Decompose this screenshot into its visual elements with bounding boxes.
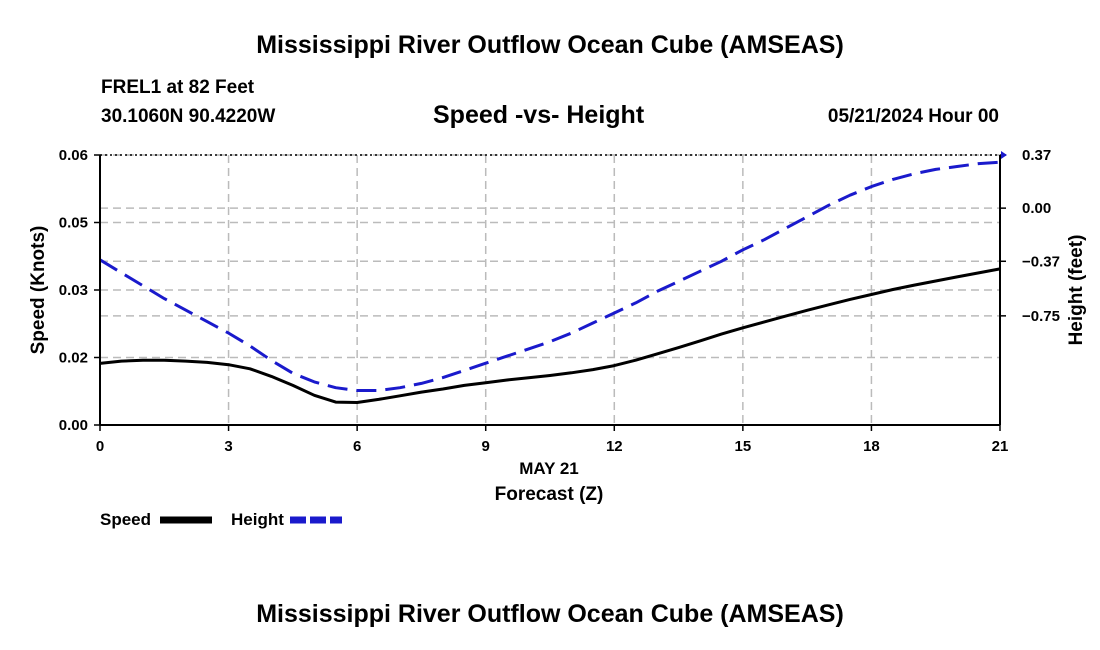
right-axis-marker (1001, 151, 1007, 159)
x-tick-label: 0 (96, 438, 104, 455)
y-tick-label: 0.00 (59, 417, 88, 434)
y-tick-label: 0.03 (59, 282, 88, 299)
chart-title-bottom: Mississippi River Outflow Ocean Cube (AM… (256, 600, 844, 628)
y-tick-label: 0.02 (59, 350, 88, 367)
y-axis-label: Speed (Knots) (28, 226, 49, 355)
station-label: FREL1 at 82 Feet (101, 77, 255, 98)
x-tick-label: 3 (224, 438, 232, 455)
y-tick-label: 0.06 (59, 147, 88, 164)
y2-tick-label: 0.00 (1022, 200, 1051, 217)
coordinates-label: 30.1060N 90.4220W (101, 106, 276, 127)
y2-tick-label: −0.37 (1022, 253, 1060, 270)
x-tick-label: 6 (353, 438, 361, 455)
series-line-speed (99, 267, 1001, 404)
legend-height-label: Height (231, 510, 284, 529)
x-tick-label: 18 (863, 438, 880, 455)
x-tick-label: 9 (482, 438, 490, 455)
x-tick-label: 15 (735, 438, 752, 455)
series-line-height (99, 160, 1001, 392)
legend-speed-label: Speed (100, 510, 152, 529)
y2-axis-label: Height (feet) (1066, 235, 1087, 346)
y2-tick-label: 0.37 (1022, 147, 1051, 164)
y2-tick-label: −0.75 (1022, 308, 1060, 325)
datetime-label: 05/21/2024 Hour 00 (827, 106, 999, 127)
y-tick-label: 0.05 (59, 215, 88, 232)
x-tick-label: 21 (992, 438, 1009, 455)
chart-title-top: Mississippi River Outflow Ocean Cube (AM… (256, 31, 844, 59)
x-axis-date-label: MAY 21 (519, 459, 579, 478)
chart-subtitle: Speed -vs- Height (433, 101, 645, 129)
x-tick-label: 12 (606, 438, 623, 455)
x-axis-label: Forecast (Z) (495, 484, 604, 505)
